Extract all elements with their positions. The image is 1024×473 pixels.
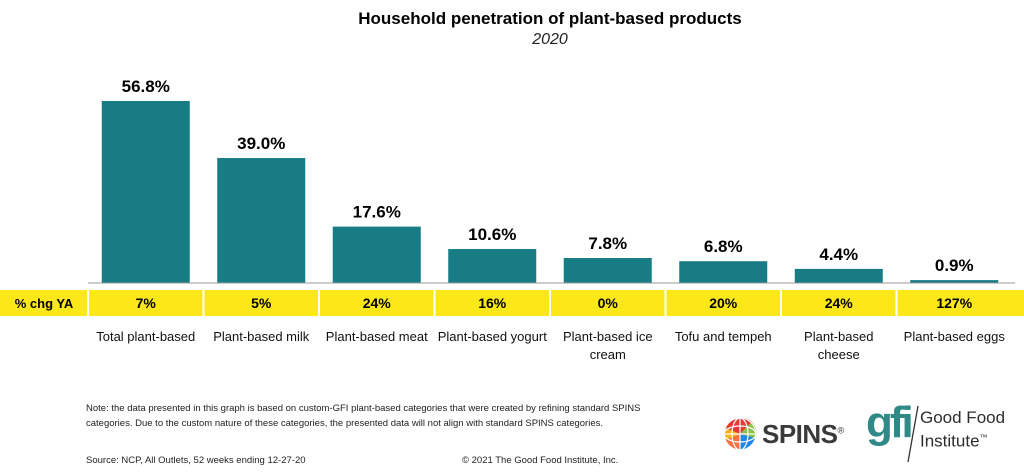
category-label: Plant-based ice cream (562, 329, 653, 362)
gfi-logo: gfi Good Food Institute™ (866, 398, 1016, 464)
category-label: Tofu and tempeh (674, 329, 772, 344)
category-label: Plant-based meat (325, 329, 428, 344)
category-label: Total plant-based (96, 329, 196, 344)
divider-slash (907, 405, 919, 463)
bar (794, 268, 883, 283)
change-value: 16% (478, 295, 507, 311)
chart-title: Household penetration of plant-based pro… (358, 9, 742, 28)
spins-wordmark: SPINS® (762, 419, 844, 449)
bar (563, 258, 652, 283)
bar-chart: 56.8% 39.0% 17.6% 10.6% 7.8% 6.8% 4.4% 0.9% % c… (0, 77, 1024, 316)
gfi-letters: gfi (866, 398, 914, 447)
change-value: 24% (825, 295, 854, 311)
footnote: Note: the data presented in this graph i… (86, 403, 641, 429)
category-label: Plant-based yogurt (437, 329, 547, 344)
copyright-text: © 2021 The Good Food Institute, Inc. (462, 455, 619, 466)
category-label: Plant-based cheese (804, 329, 874, 362)
bar (332, 226, 421, 283)
source-text: Source: NCP, All Outlets, 52 weeks endin… (86, 455, 306, 466)
bar (448, 249, 537, 283)
data-label: 10.6% (468, 225, 516, 244)
change-value: 127% (936, 295, 972, 311)
data-label: 39.0% (237, 134, 285, 153)
change-value: 24% (363, 295, 392, 311)
change-value: 5% (251, 295, 272, 311)
change-row-band (0, 290, 1024, 316)
data-label: 17.6% (353, 203, 401, 222)
data-label: 7.8% (588, 234, 627, 253)
globe-icon (723, 417, 757, 451)
bar (217, 158, 306, 283)
data-label: 4.4% (819, 245, 858, 264)
bar (679, 261, 768, 283)
data-label: 6.8% (704, 237, 743, 256)
bar (910, 280, 999, 283)
data-label: 0.9% (935, 256, 974, 275)
change-value: 7% (136, 295, 157, 311)
chart-subtitle: 2020 (532, 31, 568, 48)
change-value: 20% (709, 295, 738, 311)
change-row-label: % chg YA (15, 296, 74, 311)
data-label: 56.8% (122, 77, 170, 96)
gfi-name: Good Food Institute™ (920, 408, 1006, 451)
category-label: Plant-based milk (213, 329, 310, 344)
bar (101, 101, 190, 283)
change-value: 0% (598, 295, 619, 311)
category-label: Plant-based eggs (903, 329, 1005, 344)
